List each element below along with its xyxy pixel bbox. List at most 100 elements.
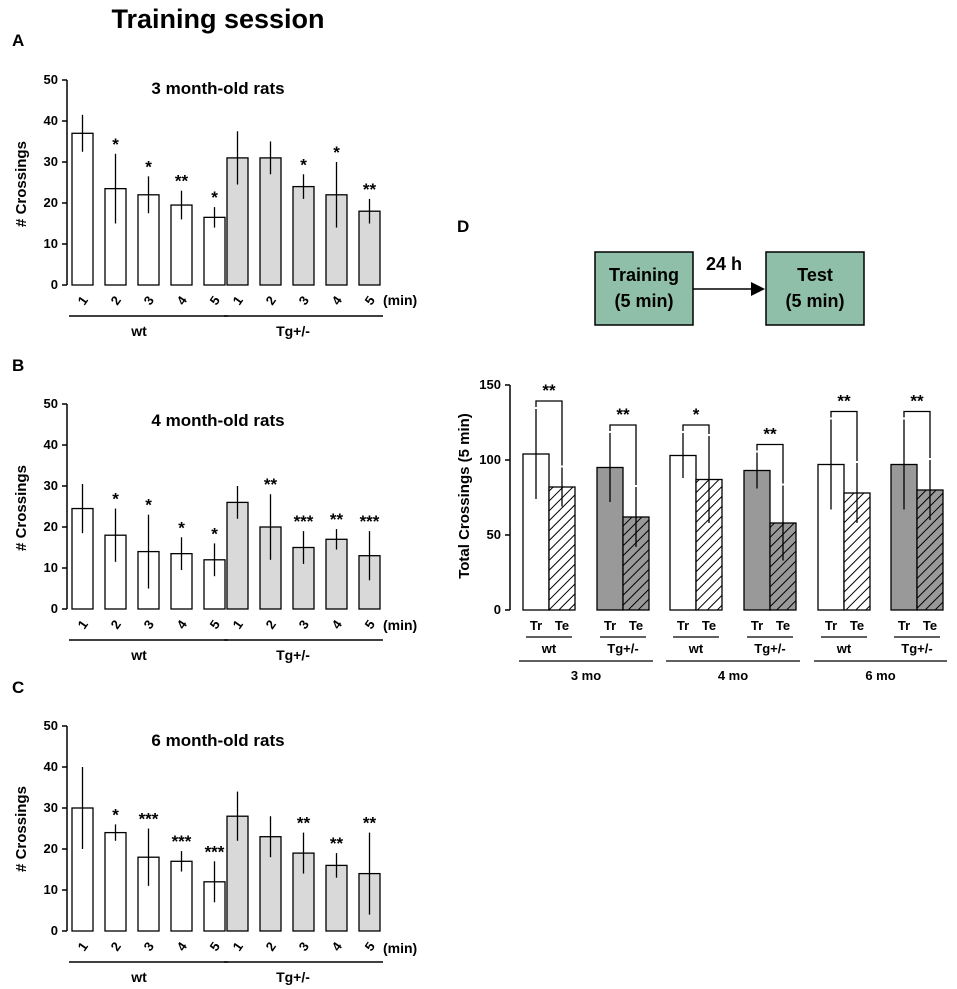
significance-stars: *** <box>294 512 314 531</box>
significance-stars: * <box>333 143 340 162</box>
x-tick-label: 2 <box>263 617 279 632</box>
x-tick-label: 4 <box>329 939 346 954</box>
age-label: 3 mo <box>571 668 601 683</box>
significance-stars: * <box>112 135 119 154</box>
significance-stars: * <box>211 188 218 207</box>
genotype-label: Tg+/- <box>754 641 785 656</box>
bar-training <box>669 454 697 611</box>
bar-test <box>769 522 797 611</box>
x-tick-label: 2 <box>263 939 279 954</box>
x-tick-label: Tr <box>825 618 837 633</box>
x-tick-label: 3 <box>141 293 157 308</box>
bar <box>71 132 94 286</box>
chart-b-group-tg-label: Tg+/- <box>276 647 310 663</box>
genotype-label: wt <box>688 641 704 656</box>
x-tick-label: Tr <box>530 618 542 633</box>
x-tick-label: Te <box>776 618 790 633</box>
panel-letter-b: B <box>12 356 24 375</box>
chart-c-group-tg-label: Tg+/- <box>276 969 310 985</box>
chart-c-ylabel: # Crossings <box>13 786 30 872</box>
significance-stars: ** <box>616 405 630 424</box>
y-tick-label: 20 <box>44 841 58 856</box>
test-box <box>765 251 865 326</box>
chart-c-title: 6 month-old rats <box>151 731 284 750</box>
significance-stars: *** <box>139 810 159 829</box>
y-tick-label: 20 <box>44 519 58 534</box>
x-tick-label: 4 <box>174 939 191 954</box>
x-tick-label: Te <box>923 618 937 633</box>
diagram-arrow-head <box>751 282 765 296</box>
x-tick-label: 5 <box>362 293 378 308</box>
x-tick-label: 1 <box>75 939 91 954</box>
bar <box>292 185 315 286</box>
significance-stars: ** <box>264 475 278 494</box>
significance-stars: ** <box>175 172 189 191</box>
significance-stars: ** <box>837 392 851 411</box>
y-tick-label: 50 <box>487 527 501 542</box>
chart-c: 6 month-old rats # Crossings (min) wt Tg… <box>13 718 417 985</box>
chart-b-title: 4 month-old rats <box>151 411 284 430</box>
age-label: 4 mo <box>718 668 748 683</box>
figure-title: Training session <box>111 4 324 34</box>
x-tick-label: 2 <box>108 939 124 954</box>
x-tick-label: 3 <box>296 293 312 308</box>
y-tick-label: 0 <box>494 602 501 617</box>
significance-stars: *** <box>172 832 192 851</box>
chart-d-ylabel: Total Crossings (5 min) <box>456 413 473 579</box>
chart-c-xunit: (min) <box>383 940 417 956</box>
genotype-label: wt <box>541 641 557 656</box>
y-tick-label: 0 <box>51 601 58 616</box>
x-tick-label: 1 <box>230 617 246 632</box>
significance-bracket <box>903 410 931 458</box>
chart-a-title: 3 month-old rats <box>151 79 284 98</box>
chart-a-group-tg-label: Tg+/- <box>276 323 310 339</box>
y-tick-label: 40 <box>44 113 58 128</box>
significance-stars: * <box>145 496 152 515</box>
test-box-label: Test <box>797 265 833 285</box>
genotype-label: Tg+/- <box>607 641 638 656</box>
y-tick-label: 10 <box>44 882 58 897</box>
x-tick-label: Tr <box>898 618 910 633</box>
significance-stars: * <box>693 405 700 424</box>
panel-letter-c: C <box>12 678 24 697</box>
y-tick-label: 10 <box>44 560 58 575</box>
y-tick-label: 30 <box>44 154 58 169</box>
y-tick-label: 0 <box>51 277 58 292</box>
bar <box>259 157 282 286</box>
significance-stars: ** <box>542 381 556 400</box>
x-tick-label: 3 <box>141 939 157 954</box>
chart-a-ylabel: # Crossings <box>13 141 30 227</box>
y-tick-label: 50 <box>44 396 58 411</box>
y-tick-label: 30 <box>44 800 58 815</box>
significance-stars: ** <box>363 180 377 199</box>
interval-label: 24 h <box>706 254 742 274</box>
significance-stars: * <box>178 518 185 537</box>
x-tick-label: 3 <box>296 939 312 954</box>
x-tick-label: 3 <box>296 617 312 632</box>
training-box-sublabel: (5 min) <box>614 291 673 311</box>
bar <box>170 860 193 932</box>
x-tick-label: 1 <box>230 939 246 954</box>
x-tick-label: Tr <box>604 618 616 633</box>
chart-b-xunit: (min) <box>383 617 417 633</box>
x-tick-label: 5 <box>207 939 223 954</box>
x-tick-label: 5 <box>207 293 223 308</box>
y-tick-label: 40 <box>44 759 58 774</box>
genotype-label: wt <box>836 641 852 656</box>
x-tick-label: 2 <box>108 617 124 632</box>
chart-d: Total Crossings (5 min) 0 50 100 150 ** Tr Te w… <box>456 377 947 683</box>
x-tick-label: Tr <box>751 618 763 633</box>
x-tick-label: 5 <box>207 617 223 632</box>
x-tick-label: 1 <box>75 617 91 632</box>
x-tick-label: 1 <box>75 293 91 308</box>
significance-stars: * <box>112 490 119 509</box>
significance-stars: * <box>112 805 119 824</box>
chart-a: 3 month-old rats # Crossings (min) wt Tg… <box>13 72 417 339</box>
panel-letter-d: D <box>457 217 469 236</box>
y-tick-label: 0 <box>51 923 58 938</box>
y-tick-label: 20 <box>44 195 58 210</box>
significance-bracket <box>756 443 784 484</box>
x-tick-label: 4 <box>174 293 191 308</box>
x-tick-label: Te <box>555 618 569 633</box>
